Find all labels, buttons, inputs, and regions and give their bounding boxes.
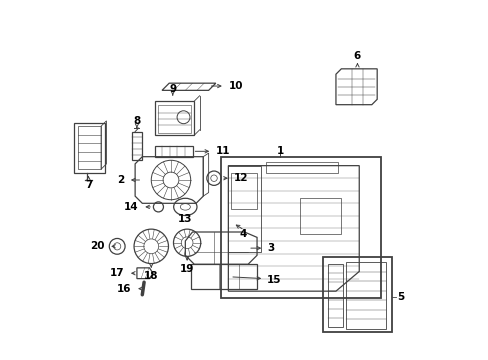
Text: 10: 10 <box>228 81 243 91</box>
Text: 19: 19 <box>180 264 194 274</box>
Text: 14: 14 <box>124 202 139 212</box>
Bar <box>221 157 380 298</box>
Text: 18: 18 <box>144 271 158 281</box>
Text: 20: 20 <box>90 241 104 251</box>
Text: 11: 11 <box>215 146 230 156</box>
Text: 3: 3 <box>266 243 274 253</box>
Text: 17: 17 <box>109 268 124 278</box>
Text: 2: 2 <box>117 175 124 185</box>
Text: 4: 4 <box>239 229 246 239</box>
Text: 8: 8 <box>133 116 140 126</box>
Text: 1: 1 <box>276 145 284 156</box>
Text: 15: 15 <box>266 275 281 285</box>
Text: 9: 9 <box>169 84 176 94</box>
Text: 7: 7 <box>84 180 92 190</box>
Text: 6: 6 <box>353 51 360 61</box>
Text: 12: 12 <box>233 173 248 183</box>
Bar <box>323 257 391 332</box>
Text: 5: 5 <box>396 292 404 302</box>
Text: 13: 13 <box>178 215 192 224</box>
Text: 16: 16 <box>117 284 131 294</box>
